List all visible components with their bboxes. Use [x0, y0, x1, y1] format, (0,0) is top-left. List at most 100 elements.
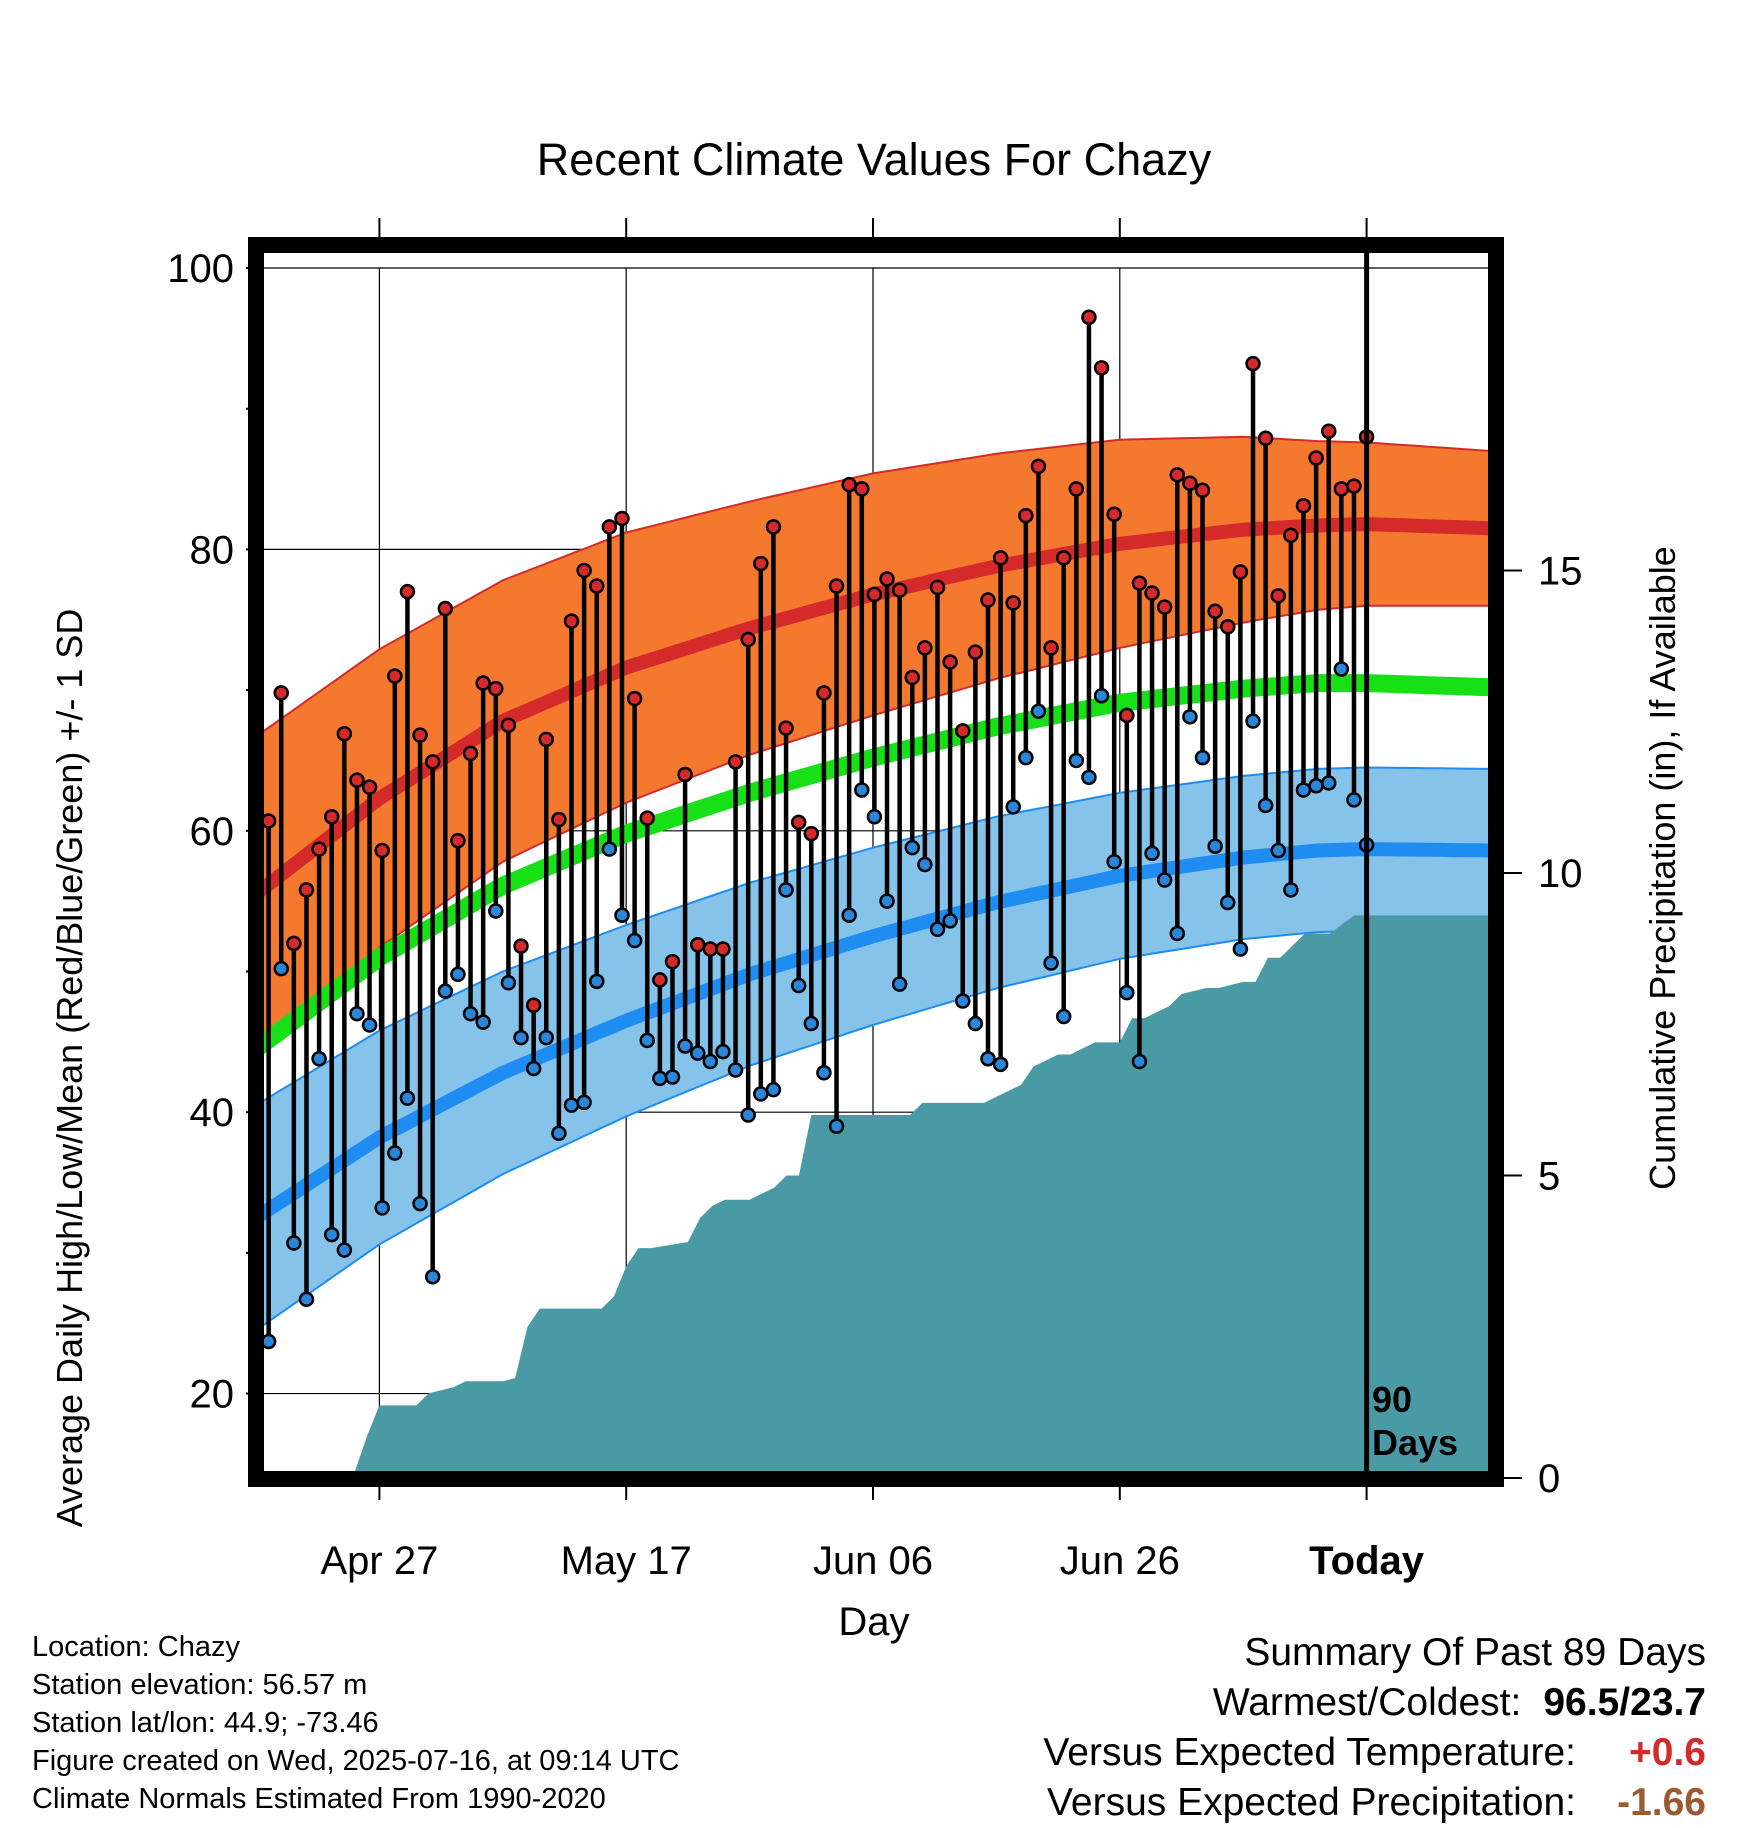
daily-low-point: [753, 1086, 769, 1102]
warmest-coldest-value: 96.5/23.7: [1543, 1681, 1706, 1724]
daily-low-point: [891, 976, 908, 992]
daily-high-point: [412, 727, 428, 743]
daily-high-point: [715, 941, 731, 957]
daily-high-point: [626, 690, 643, 707]
daily-low-point: [992, 1056, 1009, 1073]
daily-low-point: [879, 893, 895, 909]
daily-high-point: [891, 582, 908, 598]
daily-high-point: [374, 842, 390, 859]
daily-low-point: [1043, 955, 1059, 971]
daily-high-point: [437, 600, 454, 617]
daily-high-point: [803, 825, 820, 842]
daily-low-point: [437, 983, 454, 999]
daily-high-point: [1093, 360, 1110, 376]
daily-high-point: [298, 882, 315, 898]
daily-low-point: [1030, 703, 1047, 719]
daily-high-point: [1043, 640, 1059, 656]
daily-high-point: [866, 586, 883, 603]
daily-low-point: [1068, 752, 1085, 769]
x-tick-label: Apr 27: [320, 1539, 438, 1583]
daily-high-point: [1005, 595, 1021, 611]
daily-low-point: [1169, 925, 1186, 942]
daily-low-point: [841, 907, 857, 923]
daily-high-point: [551, 811, 567, 828]
daily-low-point: [778, 882, 794, 898]
y-tick-label: 80: [190, 528, 235, 572]
daily-low-point: [412, 1195, 428, 1212]
daily-high-point: [942, 654, 958, 670]
info-elevation: Station elevation: 56.57 m: [32, 1669, 368, 1701]
daily-high-point: [399, 583, 416, 600]
daily-high-point: [462, 745, 479, 762]
daily-high-point: [1346, 478, 1362, 494]
daily-low-point: [1283, 882, 1299, 898]
daily-high-point: [929, 579, 946, 596]
daily-low-point: [286, 1235, 302, 1251]
y2-tick-label: 5: [1538, 1155, 1560, 1199]
daily-high-point: [967, 644, 984, 660]
daily-high-point: [1018, 507, 1034, 524]
y-tick-label: 60: [190, 810, 235, 854]
daily-high-point: [589, 578, 605, 594]
x-tick-label: May 17: [561, 1539, 692, 1583]
daily-low-point: [980, 1050, 996, 1067]
daily-high-point: [323, 808, 340, 825]
y-axis-label-left: Average Daily High/Low/Mean (Red/Blue/Gr…: [49, 609, 90, 1528]
daily-high-point: [727, 754, 744, 770]
daily-low-point: [689, 1045, 706, 1061]
summary-warmest-coldest: Warmest/Coldest: 96.5/23.7: [1043, 1678, 1706, 1728]
daily-low-point: [1257, 797, 1274, 814]
daily-low-point: [374, 1200, 390, 1216]
summary-panel: Summary Of Past 89 Days Warmest/Coldest:…: [1043, 1628, 1706, 1828]
plot-frame: [248, 237, 1504, 1487]
daily-high-point: [601, 519, 618, 535]
info-created: Figure created on Wed, 2025-07-16, at 09…: [32, 1745, 680, 1777]
daily-low-point: [563, 1097, 580, 1113]
daily-low-point: [1220, 894, 1236, 911]
y-axis-label-right: Cumulative Precipitation (in), If Availa…: [1642, 546, 1683, 1190]
info-location: Location: Chazy: [32, 1631, 240, 1663]
daily-low-point: [1194, 749, 1211, 766]
daily-high-point: [500, 717, 517, 734]
x-tick-label: Today: [1309, 1539, 1425, 1583]
daily-high-point: [753, 555, 769, 572]
daily-high-point: [765, 519, 782, 535]
daily-high-point: [854, 481, 870, 497]
precip-departure-value: -1.66: [1617, 1781, 1706, 1824]
daily-high-point: [1068, 481, 1085, 497]
info-latlon: Station lat/lon: 44.9; -73.46: [32, 1707, 379, 1739]
daily-low-point: [1320, 775, 1337, 791]
daily-low-point: [551, 1125, 567, 1142]
daily-high-point: [488, 680, 504, 697]
daily-low-point: [1245, 713, 1261, 729]
daily-high-point: [1055, 550, 1072, 566]
daily-high-point: [639, 810, 655, 826]
daily-high-point: [1207, 603, 1223, 620]
summary-temperature: Versus Expected Temperature: +0.6: [1043, 1728, 1706, 1778]
daily-low-point: [1346, 792, 1362, 808]
daily-high-point: [980, 592, 996, 608]
y-tick-label: 40: [190, 1091, 235, 1135]
daily-low-point: [828, 1118, 845, 1135]
daily-low-point: [513, 1029, 529, 1046]
daily-high-point: [450, 832, 466, 849]
daily-high-point: [1169, 467, 1186, 483]
daily-low-point: [942, 913, 958, 929]
daily-high-point: [841, 476, 857, 493]
daily-low-point: [260, 1333, 277, 1350]
daily-high-point: [1333, 481, 1350, 497]
daily-high-point: [563, 613, 580, 629]
daily-high-point: [475, 675, 491, 691]
daily-low-point: [323, 1226, 340, 1243]
chart-title: Recent Climate Values For Chazy: [537, 134, 1212, 185]
days-label-text: Days: [1372, 1422, 1458, 1463]
station-info: Location: Chazy Station elevation: 56.57…: [32, 1628, 680, 1818]
daily-high-point: [689, 937, 706, 953]
daily-low-point: [1093, 687, 1110, 704]
x-axis-label: Day: [838, 1600, 909, 1644]
daily-high-point: [1144, 585, 1160, 601]
y-tick-label: 100: [167, 247, 234, 291]
daily-high-point: [816, 685, 832, 701]
daily-low-point: [967, 1015, 984, 1032]
